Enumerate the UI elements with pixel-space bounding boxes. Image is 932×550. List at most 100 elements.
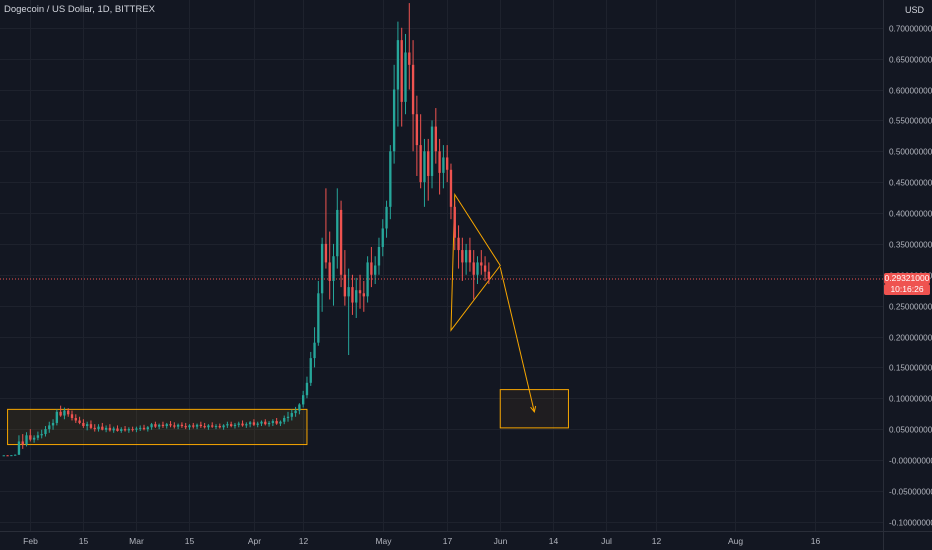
candle-body	[343, 274, 347, 297]
candle-body	[146, 427, 149, 430]
candle-body	[332, 256, 335, 281]
candle-body	[419, 145, 422, 183]
target-zone-box[interactable]	[499, 389, 569, 429]
candle-body	[472, 262, 475, 275]
candle-body	[120, 429, 123, 431]
x-tick-label: 16	[811, 536, 821, 546]
candle-body	[85, 424, 89, 427]
candle-body	[131, 429, 134, 431]
x-tick-label: 17	[443, 536, 453, 546]
candle-body	[461, 250, 464, 263]
candle-body	[199, 424, 203, 427]
candle-body	[320, 243, 324, 294]
candle-body	[135, 428, 138, 430]
candle-body	[78, 420, 81, 423]
candle-body	[267, 422, 271, 425]
candle-body	[40, 434, 43, 436]
y-tick-label: 0.25000000	[889, 303, 932, 312]
candle-body	[142, 427, 146, 430]
candle-body	[17, 441, 21, 455]
x-tick-label: 14	[549, 536, 559, 546]
candle-body	[248, 422, 252, 425]
candle-body	[82, 422, 85, 427]
candle-body	[180, 424, 184, 427]
candle-body	[211, 425, 214, 427]
candle-body	[464, 250, 468, 263]
candle-body	[25, 435, 28, 445]
candle-body	[400, 40, 403, 102]
candle-body	[374, 265, 377, 275]
candle-body	[317, 293, 320, 343]
x-axis[interactable]: Feb 15 Mar 15 Apr 12 May 17 Jun 14 Jul 12 Aug 16	[23, 536, 820, 546]
y-tick-label: 0.35000000	[889, 241, 932, 250]
candle-body	[51, 422, 55, 426]
candle-body	[457, 237, 460, 251]
x-tick-label: Jul	[601, 536, 612, 546]
y-tick-label: 0.55000000	[889, 117, 932, 126]
candle-body	[59, 411, 62, 416]
candle-body	[256, 423, 259, 425]
candle-body	[184, 426, 187, 428]
candle-body	[67, 410, 70, 415]
candle-body	[101, 426, 104, 430]
candle-body	[449, 169, 453, 207]
candle-body	[480, 262, 483, 266]
candle-body	[10, 455, 13, 457]
candle-body	[434, 126, 437, 152]
candle-body	[108, 427, 112, 431]
drawing-tools[interactable]	[7, 192, 569, 446]
candle-body	[430, 126, 434, 176]
candle-body	[351, 287, 354, 303]
candle-body	[44, 429, 47, 435]
candle-body	[29, 435, 32, 440]
x-tick-label: 12	[299, 536, 309, 546]
candle-body	[252, 422, 256, 425]
candle-body	[404, 52, 407, 102]
candle-body	[161, 424, 165, 427]
bar-countdown-tag: 10:16:26	[884, 283, 930, 295]
x-tick-label: 15	[185, 536, 195, 546]
candle-body	[423, 151, 426, 183]
candle-body	[264, 421, 267, 425]
y-tick-label: 0.15000000	[889, 364, 932, 373]
candle-body	[313, 342, 316, 359]
accumulation-range-box[interactable]	[7, 408, 308, 446]
y-tick-label: 0.60000000	[889, 87, 932, 96]
x-tick-label: May	[375, 536, 392, 546]
candle-body	[260, 421, 263, 424]
y-tick-label: 0.05000000	[889, 426, 932, 435]
candle-body	[195, 424, 199, 427]
candle-body	[389, 151, 392, 207]
candle-body	[427, 151, 430, 176]
y-tick-label: 0.10000000	[889, 395, 932, 404]
candle-body	[446, 157, 449, 170]
y-axis[interactable]: 0.70000000 0.65000000 0.60000000 0.55000000…	[889, 25, 932, 528]
y-tick-label: 0.45000000	[889, 179, 932, 188]
candle-body	[154, 424, 157, 427]
candle-body	[347, 287, 350, 297]
candle-body	[453, 206, 456, 238]
currency-selector[interactable]: USD	[901, 4, 927, 16]
candle-body	[328, 262, 331, 281]
candle-body	[13, 454, 17, 456]
y-tick-label: 0.65000000	[889, 56, 932, 65]
x-tick-label: Apr	[248, 536, 261, 546]
candle-body	[336, 209, 339, 257]
x-tick-label: Jun	[494, 536, 508, 546]
candle-body	[139, 427, 142, 429]
candle-body	[302, 395, 305, 405]
candle-series	[2, 3, 491, 457]
candle-body	[392, 89, 396, 152]
chart-title: Dogecoin / US Dollar, 1D, BITTREX	[4, 4, 155, 15]
candle-body	[104, 427, 108, 430]
candle-body	[165, 424, 168, 427]
triangle-pattern[interactable]	[450, 192, 501, 332]
candle-body	[48, 425, 51, 430]
candle-body	[290, 413, 293, 417]
candle-body	[298, 404, 301, 411]
candle-body	[305, 382, 309, 396]
projection-arrow[interactable]	[499, 267, 535, 412]
candle-body	[2, 455, 5, 457]
candle-body	[74, 418, 77, 421]
